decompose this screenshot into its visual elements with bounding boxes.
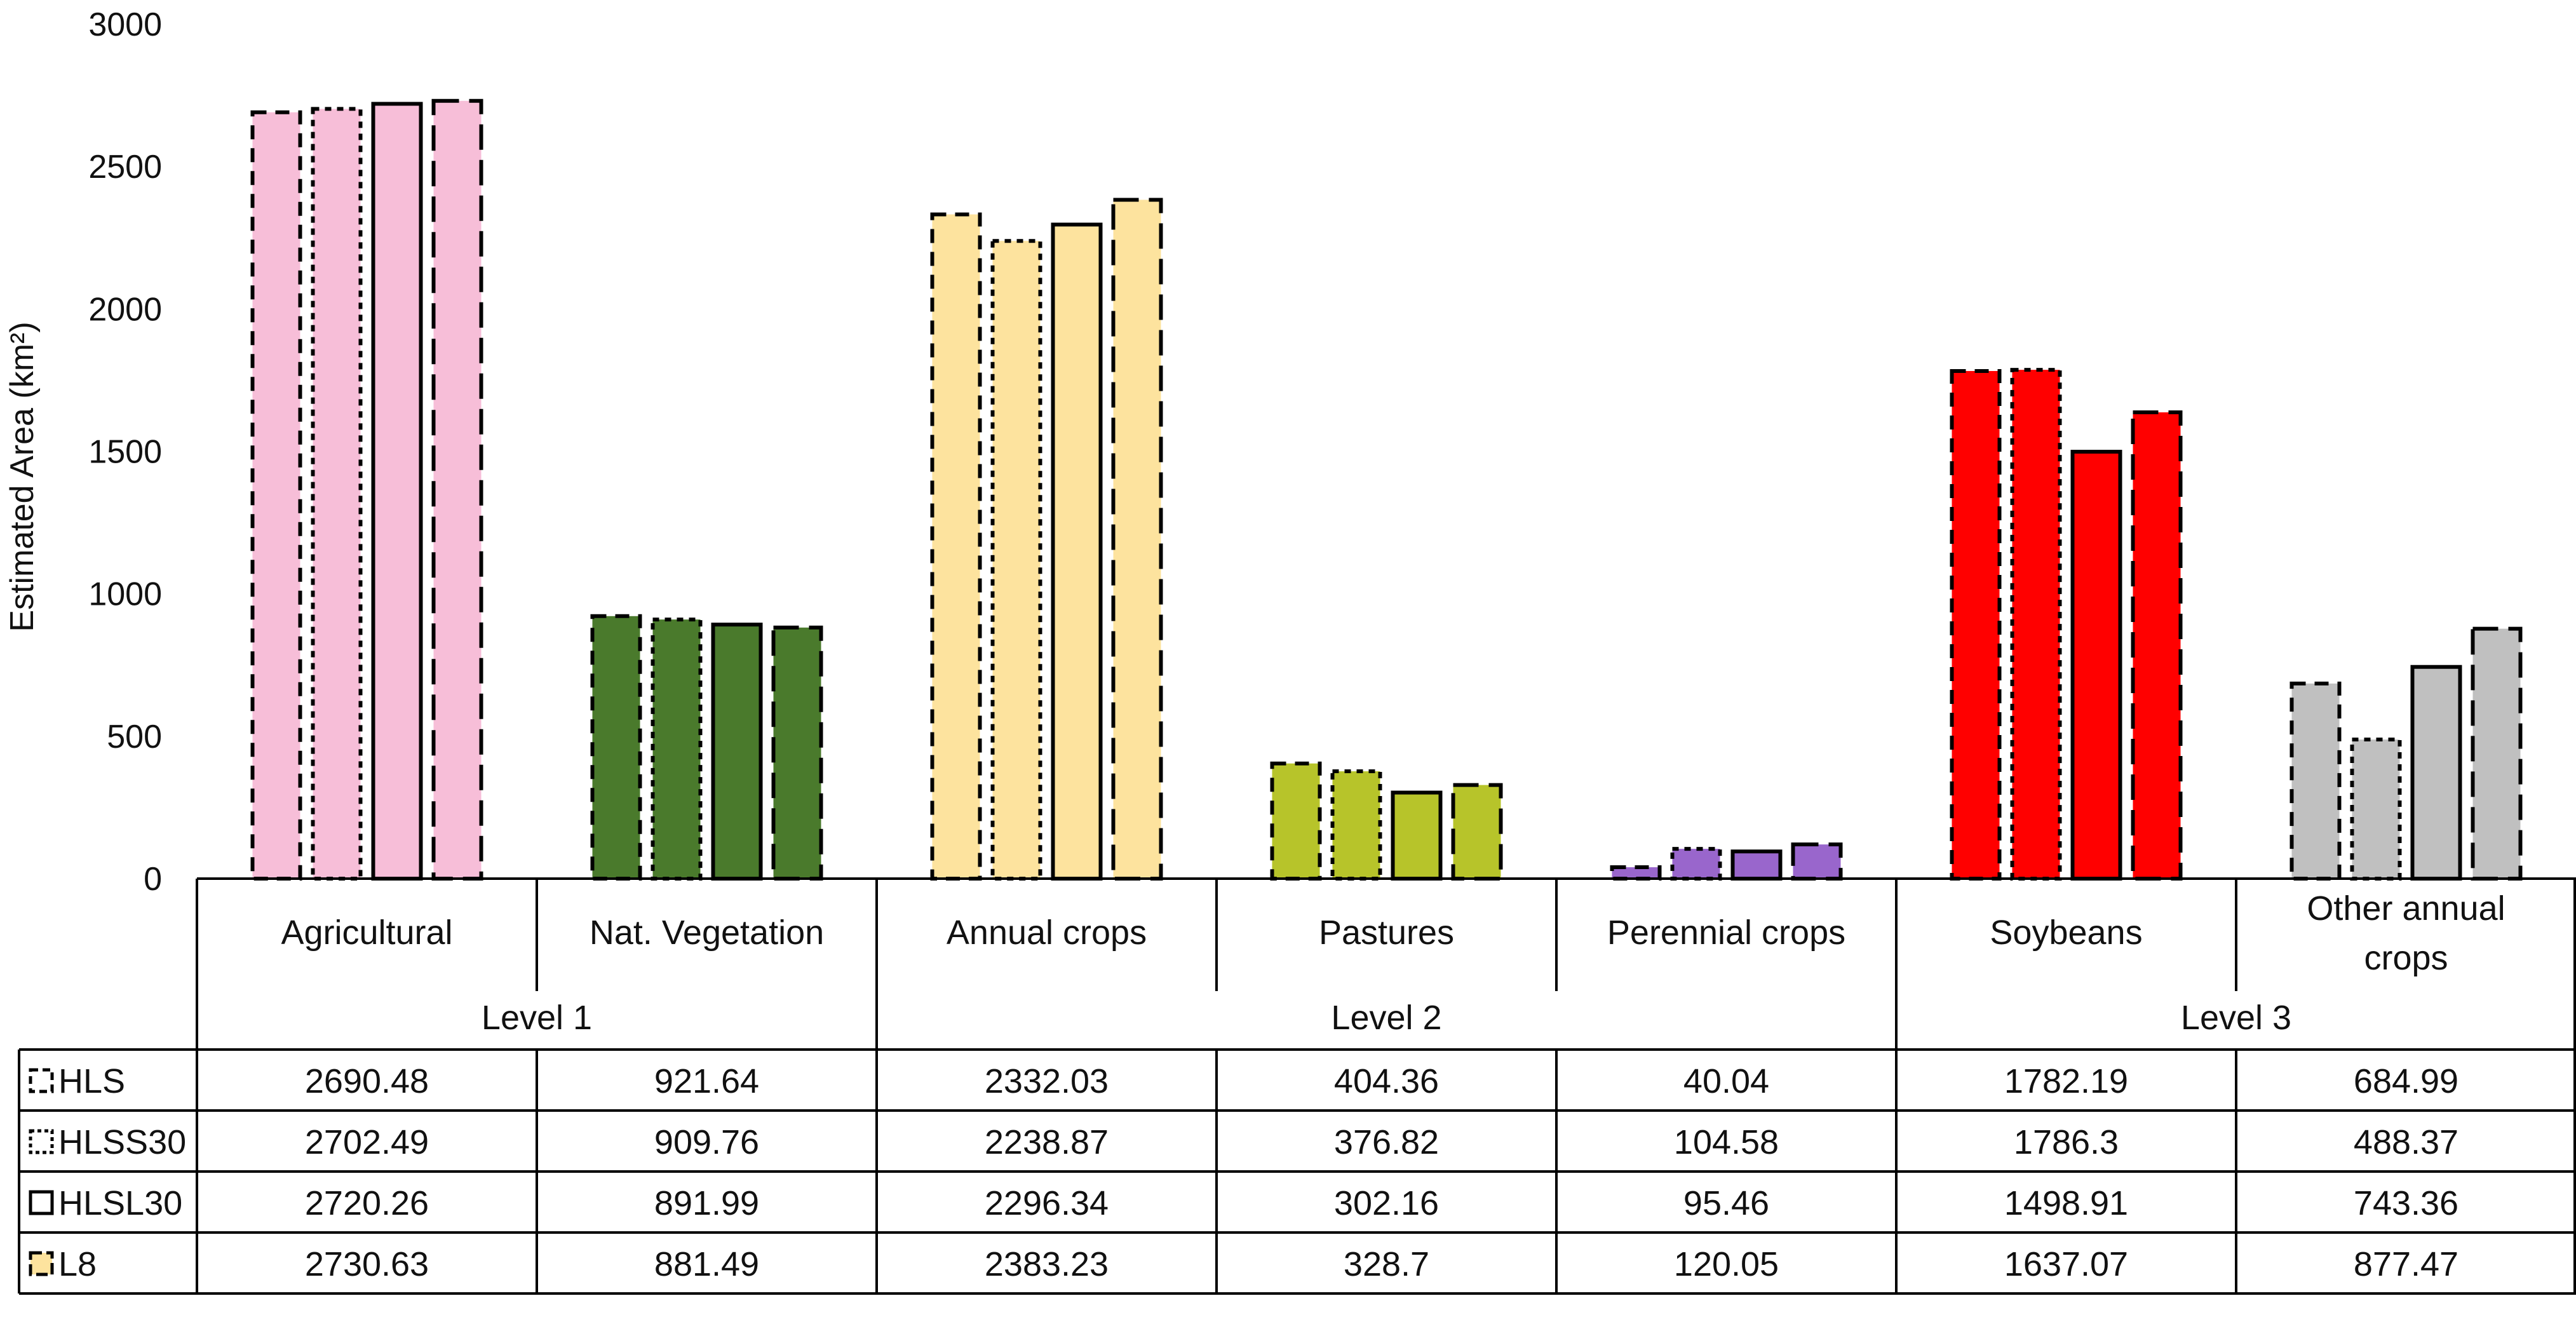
- table-cell-value: 2383.23: [985, 1245, 1109, 1283]
- category-label: Agricultural: [281, 914, 452, 952]
- y-tick-label: 1000: [88, 576, 162, 613]
- level-label: Level 3: [2181, 999, 2291, 1037]
- y-tick-label: 2000: [88, 291, 162, 328]
- category-label: Pastures: [1319, 914, 1454, 952]
- table-cell-value: 877.47: [2354, 1245, 2458, 1283]
- bar-l8-0: [431, 98, 483, 881]
- legend-label: L8: [58, 1245, 97, 1283]
- table-cell-value: 2730.63: [305, 1245, 429, 1283]
- bar-l8-6: [2471, 626, 2523, 881]
- bar-hlsl30-5: [2070, 449, 2122, 881]
- y-tick-label: 0: [144, 861, 162, 898]
- bar-hlsl30-1: [711, 623, 763, 881]
- table-cell-value: 40.04: [1683, 1062, 1769, 1100]
- legend-label: HLSS30: [58, 1123, 186, 1161]
- y-tick-label: 1500: [88, 434, 162, 471]
- table-cell-value: 2720.26: [305, 1184, 429, 1222]
- table-cell-value: 921.64: [654, 1062, 759, 1100]
- y-axis-title: Estimated Area (km²): [4, 321, 41, 631]
- table-cell-value: 1498.91: [2004, 1184, 2128, 1222]
- level-label: Level 2: [1331, 999, 1441, 1037]
- bar-hlss30-1: [651, 618, 703, 881]
- table-cell-value: 104.58: [1674, 1123, 1779, 1161]
- category-label: Annual crops: [947, 914, 1147, 952]
- category-label: Soybeans: [1990, 914, 2142, 952]
- bar-hlss30-5: [2010, 368, 2062, 881]
- bar-hlsl30-3: [1391, 790, 1443, 881]
- table-cell-value: 1786.3: [2014, 1123, 2119, 1161]
- table-cell-value: 2296.34: [985, 1184, 1109, 1222]
- legend-swatch-hls: [29, 1068, 54, 1093]
- table-cell-value: 2238.87: [985, 1123, 1109, 1161]
- table-cell-value: 488.37: [2354, 1123, 2458, 1161]
- table-cell-value: 1637.07: [2004, 1245, 2128, 1283]
- bar-l8-4: [1791, 842, 1843, 881]
- table-cell-value: 302.16: [1334, 1184, 1439, 1222]
- table-cell-value: 2702.49: [305, 1123, 429, 1161]
- bar-hlss30-6: [2350, 738, 2402, 881]
- y-tick-label: 500: [107, 719, 162, 755]
- legend-swatch-hlsl30: [29, 1190, 54, 1215]
- bar-hlsl30-4: [1730, 849, 1783, 881]
- bar-hlsl30-2: [1051, 222, 1103, 881]
- table-cell-value: 891.99: [654, 1184, 759, 1222]
- bar-hls-2: [930, 212, 982, 881]
- table-cell-value: 2690.48: [305, 1062, 429, 1100]
- bar-hlsl30-0: [371, 102, 423, 881]
- level-label: Level 1: [482, 999, 592, 1037]
- bar-hls-0: [250, 110, 302, 881]
- legend-swatch-l8: [29, 1251, 54, 1276]
- bar-hlss30-2: [990, 239, 1042, 881]
- bar-hlss30-4: [1670, 847, 1722, 881]
- table-cell-value: 95.46: [1683, 1184, 1769, 1222]
- bar-hls-4: [1610, 865, 1662, 881]
- table-cell-value: 743.36: [2354, 1184, 2458, 1222]
- table-cell-value: 328.7: [1344, 1245, 1429, 1283]
- legend-label: HLSL30: [58, 1184, 182, 1222]
- bar-hlsl30-6: [2410, 665, 2462, 881]
- bar-hls-5: [1950, 368, 2002, 881]
- category-label: Perennial crops: [1607, 914, 1845, 952]
- table-cell-value: 376.82: [1334, 1123, 1439, 1161]
- bar-hlss30-0: [311, 107, 363, 881]
- bar-hls-1: [590, 614, 642, 881]
- bar-l8-2: [1111, 198, 1163, 881]
- category-label: Other annual: [2307, 889, 2505, 928]
- bar-hls-6: [2289, 681, 2342, 881]
- bar-l8-5: [2131, 410, 2183, 881]
- bar-hls-3: [1270, 761, 1322, 881]
- table-cell-value: 404.36: [1334, 1062, 1439, 1100]
- table-cell-value: 1782.19: [2004, 1062, 2128, 1100]
- table-cell-value: 881.49: [654, 1245, 759, 1283]
- table-cell-value: 120.05: [1674, 1245, 1779, 1283]
- bar-hlss30-3: [1330, 769, 1382, 881]
- table-cell-value: 909.76: [654, 1123, 759, 1161]
- bar-l8-1: [771, 625, 823, 881]
- category-label: crops: [2364, 939, 2448, 977]
- bar-l8-3: [1451, 783, 1503, 881]
- table-cell-value: 2332.03: [985, 1062, 1109, 1100]
- legend-swatch-hlss30: [29, 1129, 54, 1154]
- legend-label: HLS: [58, 1062, 125, 1100]
- y-tick-label: 3000: [88, 6, 162, 43]
- category-label: Nat. Vegetation: [590, 914, 824, 952]
- y-tick-label: 2500: [88, 149, 162, 186]
- table-cell-value: 684.99: [2354, 1062, 2458, 1100]
